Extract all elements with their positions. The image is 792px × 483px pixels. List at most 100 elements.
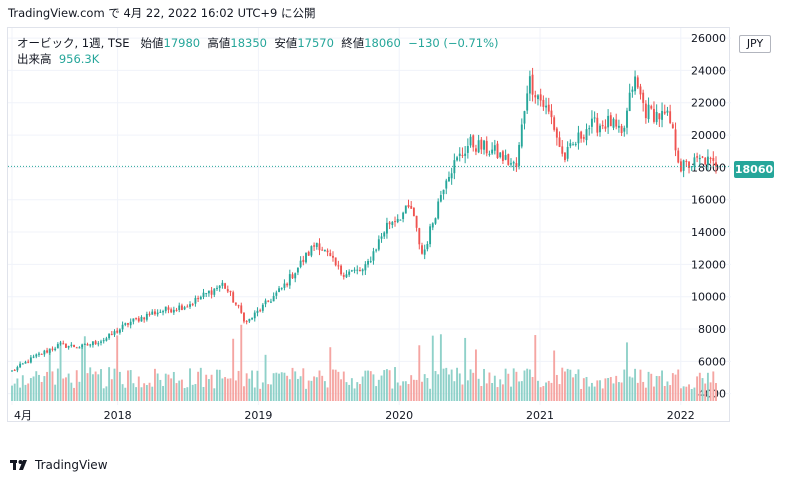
volume-bar (647, 371, 650, 401)
volume-bar (453, 381, 456, 401)
volume-bar (574, 373, 577, 401)
candle-body (439, 195, 442, 202)
volume-bar (245, 373, 248, 401)
volume-bar (507, 373, 510, 401)
footer-brand[interactable]: TradingView (10, 458, 108, 472)
volume-bar (164, 373, 167, 401)
candle-body (434, 218, 437, 224)
volume-bar (326, 387, 329, 401)
candle-body (348, 271, 351, 275)
candle-body (402, 212, 405, 220)
candle-body (466, 146, 469, 153)
candle-body (655, 111, 658, 123)
candle-body (97, 343, 100, 345)
symbol-label[interactable]: オービック, 1週, TSE (17, 36, 130, 50)
volume-bar (537, 380, 539, 401)
volume-bar (448, 374, 450, 401)
volume-bar (590, 382, 593, 401)
candle-body (162, 311, 164, 313)
volume-bar (577, 369, 580, 401)
candle-body (364, 264, 367, 271)
candle-body (237, 305, 240, 307)
price-chart[interactable]: 4000600080001000012000140001600018000200… (8, 28, 731, 423)
candle-body (243, 312, 245, 322)
volume-bar (483, 368, 485, 401)
volume-bar (359, 384, 361, 401)
volume-bar (396, 382, 399, 401)
volume-bar (369, 371, 372, 401)
candle-body (520, 124, 523, 147)
volume-bar (75, 370, 78, 401)
candle-body (326, 250, 329, 253)
candle-body (35, 354, 38, 357)
volume-bar (172, 371, 175, 401)
volume-bar (94, 371, 97, 401)
volume-bar (458, 373, 461, 401)
candle-body (626, 110, 628, 128)
candle-body (315, 242, 318, 247)
candle-body (140, 316, 143, 322)
candle-body (445, 180, 448, 189)
candle-body (151, 311, 154, 315)
candle-body (491, 149, 494, 154)
volume-bar (348, 384, 351, 401)
volume-bar (46, 371, 49, 401)
volume-bar (531, 377, 534, 401)
volume-bar (696, 376, 699, 401)
candle-body (404, 205, 407, 214)
volume-bar (278, 373, 280, 401)
volume-bar (461, 384, 464, 401)
volume-bar (345, 382, 348, 401)
currency-button[interactable]: JPY (739, 35, 771, 53)
candle-body (269, 301, 272, 303)
candle-body (461, 154, 464, 156)
candle-body (21, 363, 24, 365)
candle-body (51, 348, 54, 350)
volume-bar (283, 372, 286, 401)
volume-bar (631, 377, 634, 401)
candle-body (650, 106, 653, 109)
candle-body (458, 153, 461, 156)
volume-bar (81, 346, 84, 401)
candle-body (261, 304, 264, 311)
candle-body (590, 118, 593, 127)
candle-body (321, 249, 324, 251)
candle-body (56, 344, 59, 349)
volume-bar (671, 373, 674, 401)
volume-bar (655, 375, 658, 401)
volume-bar (329, 347, 332, 401)
volume-bar (391, 388, 394, 401)
volume-bar (367, 370, 369, 401)
y-tick-label: 26000 (691, 32, 726, 45)
last-price-tag: 18060 (734, 161, 774, 178)
candle-body (456, 157, 459, 161)
volume-bar (477, 378, 480, 401)
volume-bar (499, 379, 502, 401)
volume-bar (615, 375, 618, 401)
candle-body (685, 161, 688, 163)
candle-body (86, 344, 89, 346)
volume-bar (356, 382, 359, 401)
volume-bar (512, 368, 515, 401)
candle-body (189, 304, 191, 307)
volume-bar (350, 378, 353, 401)
close-label: 終値 (341, 36, 365, 50)
volume-bar (564, 371, 566, 401)
volume-bar (315, 377, 318, 401)
candle-body (391, 222, 394, 225)
candle-body (674, 129, 677, 151)
chart-plot-area[interactable]: 4000 6000 8000 10000 12000 14000 16000 18000 200… (7, 27, 731, 423)
candle-body (207, 290, 210, 294)
volume-bar (480, 386, 483, 401)
volume-bar (469, 369, 472, 401)
volume-bar (596, 380, 599, 401)
volume-bar (385, 369, 388, 401)
volume-bar (431, 335, 434, 401)
volume-bar (528, 369, 531, 401)
volume-bar (170, 378, 173, 401)
volume-bar (127, 370, 129, 401)
volume-bar (73, 387, 75, 401)
candle-body (129, 321, 132, 326)
candle-body (24, 361, 27, 364)
candle-body (191, 304, 194, 306)
